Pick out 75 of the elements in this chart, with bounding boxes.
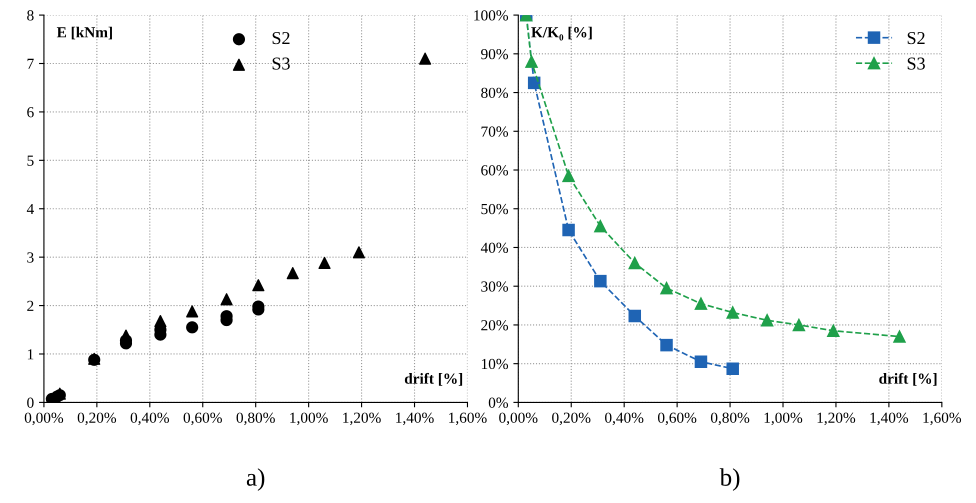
- point: [186, 305, 198, 318]
- x-tick-label: 1,20%: [818, 412, 856, 426]
- point: [562, 170, 575, 182]
- y-tick-label: 30%: [481, 281, 508, 292]
- point: [760, 314, 774, 327]
- y-tick-label: 0%: [488, 398, 508, 408]
- x-axis-title: drift [%]: [404, 372, 462, 386]
- point: [893, 330, 906, 343]
- text: a): [246, 468, 264, 491]
- y-tick-label: 2: [27, 300, 34, 311]
- y-axis-title: K/K₀ [%]: [531, 26, 592, 40]
- x-tick-label: 1,40%: [870, 412, 908, 426]
- point: [694, 297, 708, 310]
- legend-label: S3: [272, 58, 290, 70]
- x-tick-label: 1,60%: [449, 412, 487, 426]
- x-tick-label: 0,40%: [130, 412, 170, 426]
- point: [792, 318, 806, 332]
- point: [352, 246, 366, 258]
- x-tick-label: 1,40%: [396, 412, 434, 426]
- y-tick-label: 50%: [481, 204, 508, 214]
- x-tick-label: 0,40%: [605, 412, 644, 426]
- x-tick-label: 0,20%: [78, 412, 116, 426]
- point: [726, 306, 739, 319]
- point: [628, 256, 642, 270]
- x-tick-label: 0,20%: [552, 412, 590, 426]
- y-tick-label: 70%: [482, 126, 508, 137]
- x-tick-label: 1,00%: [764, 412, 802, 426]
- point: [318, 256, 331, 270]
- y-tick-label: 100%: [474, 10, 508, 21]
- x-axis-title: drift [%]: [879, 372, 936, 386]
- x-tick-label: 0,00%: [24, 412, 64, 426]
- y-tick-label: 6: [27, 107, 34, 118]
- point: [660, 282, 673, 294]
- x-tick-label: 0,60%: [658, 412, 696, 426]
- y-tick-label: 7: [28, 58, 34, 69]
- x-tick-label: 1,00%: [290, 412, 328, 426]
- x-tick-label: 1,60%: [923, 412, 962, 426]
- y-tick-label: 60%: [481, 165, 508, 176]
- point: [562, 224, 575, 236]
- y-tick-label: 90%: [481, 48, 508, 60]
- x-tick-label: 0,60%: [184, 412, 222, 426]
- y-tick-label: 40%: [480, 242, 508, 253]
- legend-label: S2: [908, 32, 925, 44]
- y-tick-label: 20%: [481, 320, 508, 330]
- point: [220, 293, 233, 306]
- y-tick-label: 8: [27, 10, 34, 21]
- y-tick-label: 4: [26, 204, 34, 214]
- y-axis-title: E [kNm]: [56, 26, 112, 40]
- y-tick-label: 1: [28, 349, 34, 360]
- legend-label: S2: [272, 32, 290, 44]
- x-tick-label: 1,20%: [343, 412, 381, 426]
- y-tick-label: 5: [27, 156, 34, 166]
- y-tick-label: 80%: [481, 88, 508, 98]
- point: [154, 314, 166, 328]
- point: [694, 355, 708, 368]
- x-tick-label: 0,80%: [710, 412, 750, 426]
- point: [726, 362, 739, 375]
- point: [827, 324, 840, 337]
- y-tick-label: 10%: [482, 358, 508, 370]
- point: [628, 310, 642, 322]
- x-tick-label: 0,80%: [236, 412, 275, 426]
- point: [660, 338, 673, 352]
- point: [286, 267, 299, 280]
- point: [186, 321, 198, 334]
- text: b): [720, 468, 740, 491]
- point: [419, 52, 432, 65]
- point: [120, 330, 132, 342]
- point: [594, 274, 607, 288]
- y-tick-label: 0: [27, 398, 34, 408]
- legend-label: S3: [908, 58, 925, 70]
- point: [594, 220, 607, 232]
- y-tick-label: 3: [27, 252, 34, 263]
- point: [252, 279, 264, 292]
- x-tick-label: 0,00%: [499, 412, 538, 426]
- point: [525, 55, 538, 68]
